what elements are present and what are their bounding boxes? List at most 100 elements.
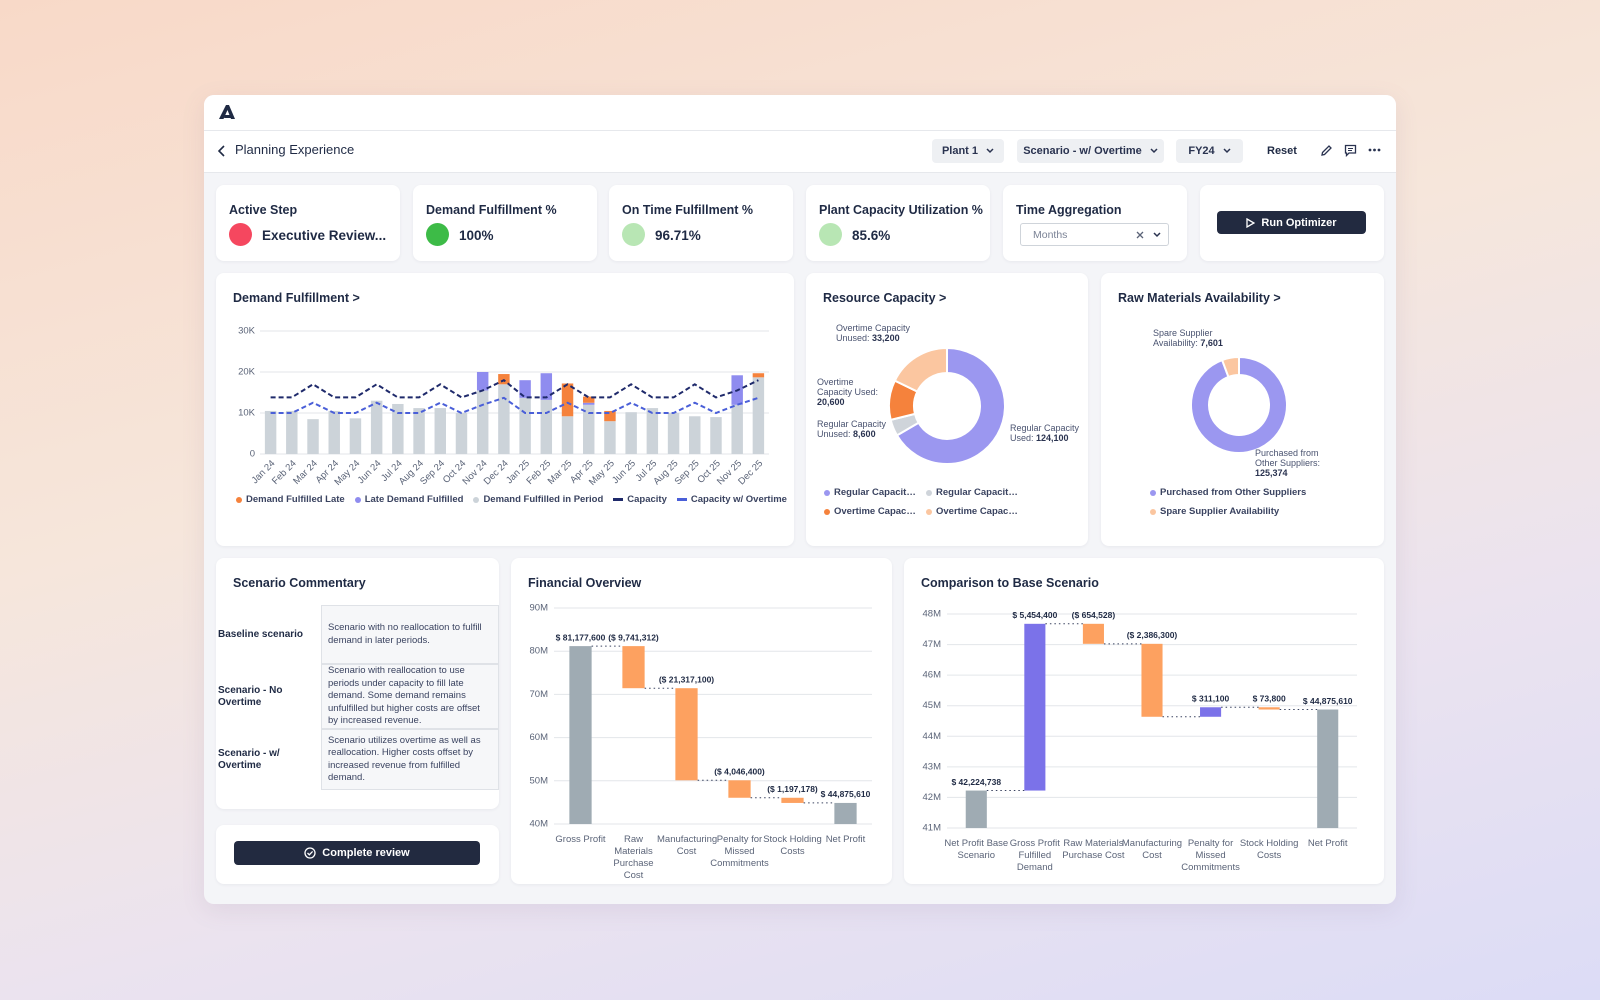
chart-plot: 40M 50M 60M 70M 80M 90M $ 81,177,600 ($ 9,741,3… [530, 603, 872, 830]
y-tick-label: 47M [923, 639, 942, 650]
x-tick-label: Stock Holding Costs [1239, 838, 1299, 861]
bar-segment [307, 419, 319, 454]
waterfall-bar [728, 780, 751, 798]
x-tick-label: Gross Profit Fulfilled Demand [1009, 838, 1060, 873]
kpi-value: 85.6% [852, 228, 891, 243]
top-bar [204, 95, 1396, 131]
value-label: ($ 21,317,100) [659, 674, 714, 684]
comment-icon[interactable] [1344, 144, 1357, 157]
commentary-row: Baseline scenario Scenario with no reallo… [216, 605, 499, 664]
legend: Demand Fulfilled Late Late Demand Fulfill… [236, 494, 787, 505]
edit-icon[interactable] [1320, 144, 1333, 157]
waterfall-bar [965, 790, 987, 828]
x-tick-label: Jun 24 [356, 458, 384, 486]
chart-plot [888, 346, 1006, 465]
bar-segment [689, 416, 701, 454]
kpi-value: 96.71% [655, 228, 701, 243]
plant-dropdown[interactable]: Plant 1 [932, 139, 1004, 163]
value-label: ($ 9,741,312) [608, 632, 659, 642]
value-label: $ 73,800 [1253, 694, 1286, 704]
value-label: ($ 2,386,300) [1127, 630, 1178, 640]
scenario-name: Scenario - No Overtime [218, 684, 283, 708]
y-tick-label: 0 [250, 449, 255, 460]
legend-swatch [824, 508, 830, 515]
value-label: $ 81,177,600 [556, 632, 606, 642]
legend: Purchased from Other Suppliers Spare Supp… [1150, 487, 1350, 517]
legend-swatch [926, 508, 932, 515]
kpi-label: Demand Fulfillment % [426, 203, 557, 217]
bar-segment [476, 390, 489, 454]
bar-segment [646, 408, 659, 454]
x-tick-label: Manufacturing Cost [657, 834, 718, 857]
commentary-row: Scenario - w/ Overtime Scenario utilizes … [216, 729, 499, 790]
kpi-label: Plant Capacity Utilization % [819, 203, 983, 217]
button-label: Complete review [322, 847, 410, 859]
button-label: Run Optimizer [1261, 216, 1337, 229]
bar-segment [625, 412, 637, 454]
bar-segment [519, 397, 531, 454]
bar-segment [731, 404, 743, 454]
x-tick-label: Mar 25 [546, 458, 575, 487]
x-tick-label: Gross Profit [555, 834, 606, 845]
panel-title: Comparison to Base Scenario [921, 576, 1099, 590]
waterfall-bar [675, 688, 698, 781]
year-dropdown[interactable]: FY24 [1176, 139, 1243, 163]
y-tick-label: 90M [530, 603, 549, 614]
x-tick-label: Manufacturing Cost [1121, 838, 1183, 861]
legend-swatch [613, 498, 624, 501]
scenario-text: Scenario with no reallocation to fulfill… [321, 605, 499, 664]
dropdown-label: FY24 [1188, 145, 1215, 157]
waterfall-bar [834, 802, 857, 824]
optimizer-card: Run Optimizer [1200, 185, 1384, 261]
reset-button[interactable]: Reset [1267, 145, 1297, 157]
waterfall-bar [1200, 707, 1222, 717]
annotation-label: Purchased from Other Suppliers: [1255, 448, 1321, 468]
kpi-status-dot [426, 223, 449, 246]
value-label: ($ 4,046,400) [714, 767, 765, 777]
time-aggregation-select[interactable]: Months [1020, 223, 1169, 246]
y-tick-label: 40M [530, 819, 549, 830]
value-label: ($ 654,528) [1072, 610, 1116, 620]
clear-icon[interactable] [1136, 231, 1144, 239]
run-optimizer-button[interactable]: Run Optimizer [1217, 211, 1366, 234]
kpi-status-dot [229, 223, 252, 246]
bar-segment [540, 373, 553, 400]
legend-label: Regular Capacity Unused [936, 487, 1020, 498]
kpi-value: 100% [459, 228, 494, 243]
x-tick-label: Penalty for Missed Commitments [710, 834, 769, 869]
panel-title[interactable]: Resource Capacity > [823, 291, 947, 305]
slice-annotation: Purchased from Other Suppliers: 125,374 [1255, 448, 1331, 478]
scenario-dropdown[interactable]: Scenario - w/ Overtime [1017, 139, 1164, 163]
bar-segment [434, 408, 446, 454]
legend-item: Spare Supplier Availability [1150, 506, 1310, 517]
value-label: $ 44,875,610 [821, 789, 871, 799]
commentary-row: Scenario - No Overtime Scenario with real… [216, 664, 499, 729]
x-tick-label: Jun 25 [610, 458, 638, 486]
y-tick-label: 43M [923, 761, 942, 772]
more-icon[interactable] [1368, 148, 1381, 152]
commentary-panel: Scenario Commentary Baseline scenario Sce… [216, 558, 499, 809]
annotation-label: Regular Capacity Used: [1010, 423, 1080, 443]
back-icon[interactable] [218, 145, 226, 157]
chart-plot [1190, 355, 1288, 454]
legend-label: Capacity w/ Overtime [690, 494, 787, 505]
panel-title[interactable]: Raw Materials Availability > [1118, 291, 1281, 305]
waterfall-bar [1258, 707, 1280, 710]
waterfall-bar [1317, 709, 1339, 828]
kpi-card: Active Step Executive Review... [216, 185, 400, 261]
legend-label: Capacity [627, 494, 667, 505]
legend-swatch [236, 496, 242, 503]
y-tick-label: 48M [923, 609, 942, 620]
y-tick-label: 50M [530, 775, 549, 786]
time-aggregation-card: Time Aggregation Months [1003, 185, 1187, 261]
kpi-value: Executive Review... [262, 228, 387, 243]
annotation-value: 33,200 [872, 333, 900, 343]
slice-annotation: Regular Capacity Used: 124,100 [1010, 423, 1086, 443]
panel-title[interactable]: Demand Fulfillment > [233, 291, 360, 305]
bar-segment [392, 403, 404, 454]
bar-segment [752, 373, 765, 378]
complete-review-button[interactable]: Complete review [234, 841, 480, 865]
value-label: $ 5,454,400 [1012, 610, 1057, 620]
legend-label: Demand Fulfilled Late [246, 494, 345, 505]
